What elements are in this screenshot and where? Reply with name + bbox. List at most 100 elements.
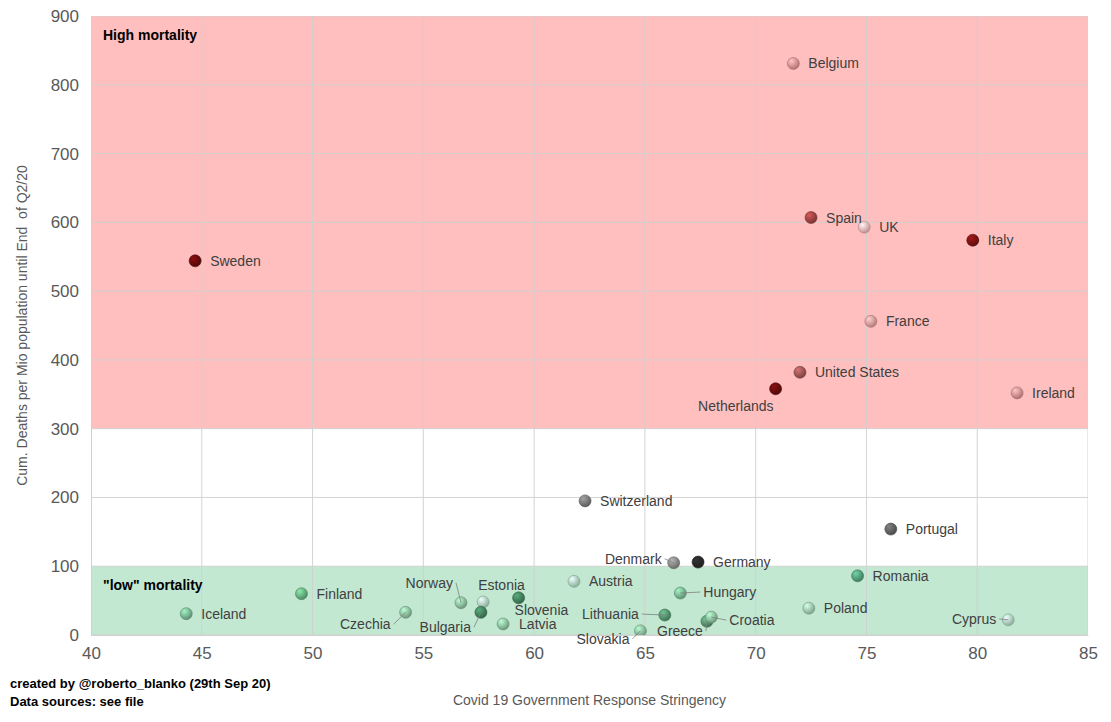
grid-line: [534, 16, 535, 635]
y-axis-title: Cum. Deaths per Mio population until End…: [14, 165, 30, 486]
tick-label: 400: [51, 351, 79, 370]
point: [787, 57, 799, 69]
tick: 600: [51, 213, 91, 232]
point: [579, 495, 591, 507]
point-label: Hungary: [703, 584, 756, 600]
point-label: Latvia: [519, 616, 557, 632]
leaders: [394, 559, 1009, 639]
grid-line: [755, 16, 756, 635]
point: [803, 602, 815, 614]
leader-line: [711, 617, 726, 620]
point: [967, 234, 979, 246]
grid-line: [977, 16, 978, 635]
grid-line: [91, 291, 1088, 292]
grid-line: [91, 16, 92, 635]
tick: 900: [51, 7, 91, 26]
tick-label: 85: [1079, 644, 1098, 663]
point-label: Bulgaria: [420, 619, 472, 635]
point-label: France: [886, 313, 930, 329]
tick: 400: [51, 351, 91, 370]
grid-line: [91, 153, 1088, 154]
tick-label: 500: [51, 282, 79, 301]
tick: 45: [193, 635, 212, 663]
tick: 100: [51, 557, 91, 576]
tick-label: 55: [414, 644, 433, 663]
grid-line: [201, 16, 202, 635]
point: [189, 255, 201, 267]
point-label: Switzerland: [600, 493, 672, 509]
point-label: United States: [815, 364, 899, 380]
tick: 0: [70, 626, 91, 645]
point: [805, 212, 817, 224]
leader-line: [665, 559, 674, 563]
band: [91, 16, 1088, 429]
tick-label: 0: [70, 626, 79, 645]
grid-line: [1088, 16, 1089, 635]
leader-line: [632, 631, 640, 639]
leader-line: [456, 583, 461, 603]
grid-line: [423, 16, 424, 635]
tick: 55: [414, 635, 433, 663]
footnote: created by @roberto_blanko (29th Sep 20): [10, 676, 270, 691]
point-labels: BelgiumSpainUKItalySwedenFranceUnited St…: [201, 55, 1075, 646]
tick: 700: [51, 144, 91, 163]
point-label: Romania: [873, 568, 929, 584]
tick: 500: [51, 282, 91, 301]
point: [568, 575, 580, 587]
point-label: UK: [879, 219, 899, 235]
point-label: Czechia: [340, 616, 391, 632]
plot-area: [91, 16, 1088, 635]
point-label: Croatia: [729, 612, 774, 628]
tick-label: 700: [51, 144, 79, 163]
point-label: Slovakia: [577, 631, 630, 647]
grid-line: [91, 566, 1088, 567]
tick-label: 70: [747, 644, 766, 663]
tick-label: 75: [857, 644, 876, 663]
point: [770, 383, 782, 395]
point-label: Finland: [316, 586, 362, 602]
point: [295, 588, 307, 600]
leader-line: [474, 612, 481, 627]
grid-line: [91, 222, 1088, 223]
tick-label: 50: [304, 644, 323, 663]
tick: 60: [525, 635, 544, 663]
tick-label: 100: [51, 557, 79, 576]
point: [692, 556, 704, 568]
point-label: Spain: [826, 210, 862, 226]
leader-line: [706, 621, 707, 631]
tick-label: 45: [193, 644, 212, 663]
tick: 85: [1079, 635, 1098, 663]
point-label: Ireland: [1032, 385, 1075, 401]
grid-line: [312, 16, 313, 635]
x-axis-title: Covid 19 Government Response Stringency: [453, 692, 726, 708]
point: [865, 315, 877, 327]
tick: 800: [51, 76, 91, 95]
grid-line: [91, 359, 1088, 360]
tick-label: 200: [51, 488, 79, 507]
point: [794, 366, 806, 378]
tick-label: 600: [51, 213, 79, 232]
tick: 65: [636, 635, 655, 663]
tick-label: 80: [968, 644, 987, 663]
tick-label: 65: [636, 644, 655, 663]
tick: 40: [82, 635, 101, 663]
point: [497, 618, 509, 630]
chart: 40 45 50 55 60 65 70 75 80 85 0 100 200 300 400 500 600 7…: [0, 0, 1111, 722]
tick: 200: [51, 488, 91, 507]
point-label: Iceland: [201, 606, 246, 622]
point-label: Estonia: [478, 577, 525, 593]
point: [180, 608, 192, 620]
grid-line: [91, 16, 1088, 17]
point: [1011, 387, 1023, 399]
points: [180, 57, 1023, 635]
point-label: Portugal: [906, 521, 958, 537]
point-label: Belgium: [808, 55, 859, 71]
grid-line: [91, 84, 1088, 85]
tick: 300: [51, 420, 91, 439]
point-label: Italy: [988, 232, 1014, 248]
band-label: "low" mortality: [103, 577, 203, 593]
point: [852, 570, 864, 582]
leader-line: [642, 614, 665, 615]
point-label: Norway: [406, 575, 453, 591]
point-label: Lithuania: [582, 606, 639, 622]
